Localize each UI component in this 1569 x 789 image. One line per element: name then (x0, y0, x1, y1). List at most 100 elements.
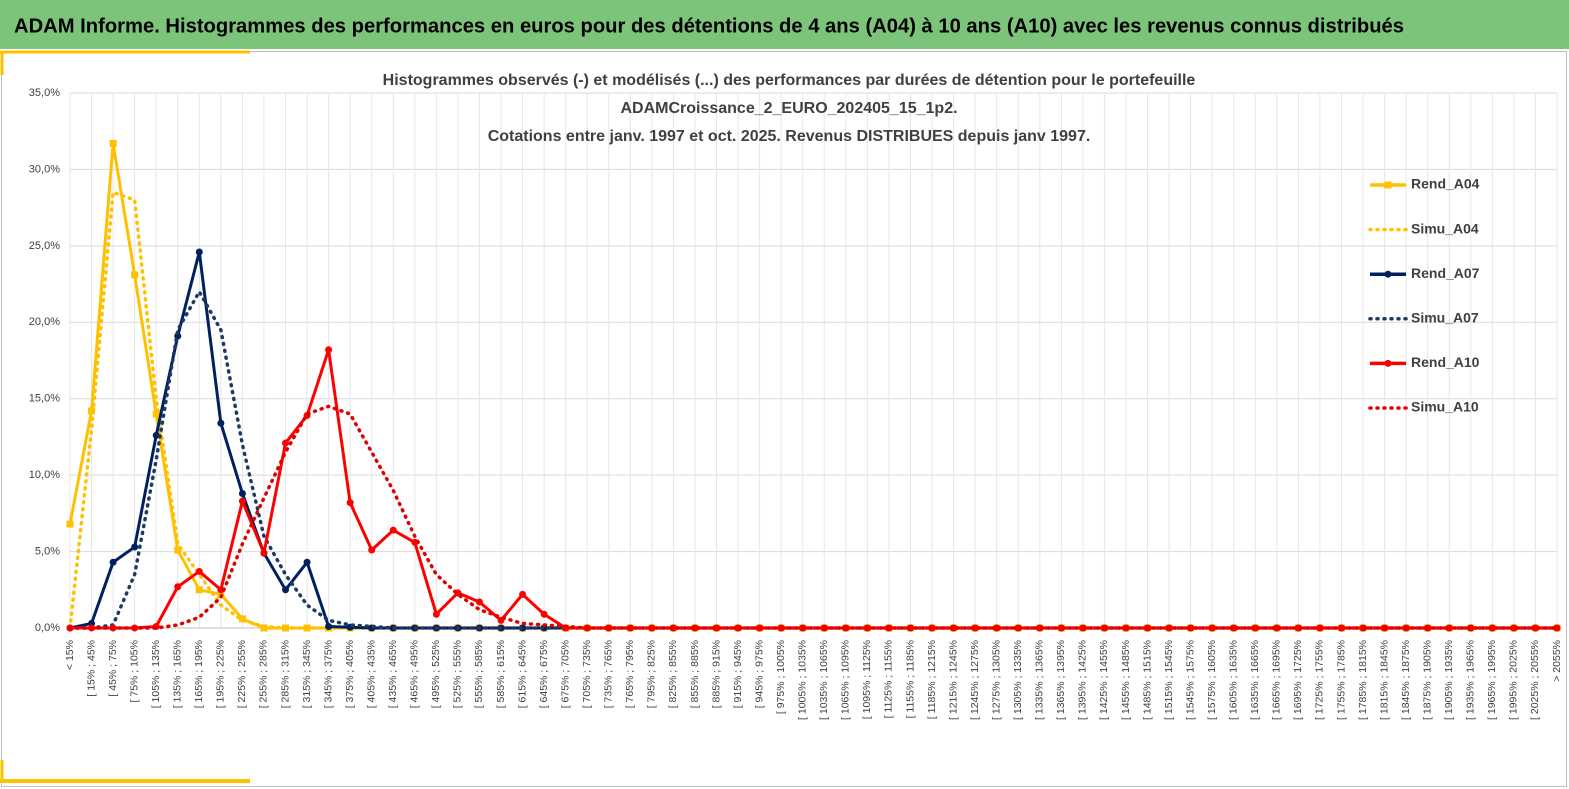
point (1488, 624, 1496, 632)
x-tick-label: [ 2025% ; 2055% (1529, 640, 1541, 720)
x-tick-label: [ 975% ; 1005% (775, 640, 787, 714)
point (519, 590, 527, 598)
series-line (68, 404, 1559, 630)
legend-marker (1384, 359, 1392, 367)
chart-title: ADAMCroissance_2_EURO_202405_15_1p2. (620, 100, 957, 117)
x-tick-label: [ 1965% ; 1995% (1486, 640, 1498, 720)
point (432, 610, 440, 618)
point (195, 567, 203, 575)
x-tick-label: [ 1335% ; 1365% (1034, 640, 1046, 720)
y-tick-label: 0,0% (35, 622, 60, 634)
header-title: ADAM Informe. Histogrammes des performan… (14, 15, 1404, 37)
x-tick-label: [ 315% ; 345% (301, 640, 313, 708)
point (217, 419, 225, 427)
y-tick-label: 5,0% (35, 545, 60, 557)
x-tick-label: [ 105% ; 135% (150, 640, 162, 708)
x-tick-label: [ 795% ; 825% (646, 640, 658, 708)
y-tick-label: 10,0% (29, 469, 60, 481)
point (260, 549, 268, 557)
x-tick-label: [ 945% ; 975% (753, 640, 765, 708)
x-tick-label: > 2055% (1551, 640, 1563, 682)
x-tick-label: [ 1695% ; 1725% (1292, 640, 1304, 720)
x-tick-label: [ 1245% ; 1275% (969, 640, 981, 720)
x-tick-label: [ 1095% ; 1125% (861, 640, 873, 719)
point (950, 624, 958, 632)
point (238, 489, 246, 497)
x-tick-label: [ 405% ; 435% (365, 640, 377, 708)
point (195, 248, 203, 256)
x-tick-label: [ 1155% ; 1185% (904, 640, 916, 718)
series-line (68, 190, 1559, 630)
x-tick-label: [ 75% ; 105% (128, 640, 140, 702)
legend-label: Rend_A07 (1411, 265, 1480, 281)
x-tick-label: [ 1815% ; 1845% (1378, 640, 1390, 720)
x-tick-label: [ 1425% ; 1455% (1098, 640, 1110, 720)
point (238, 497, 246, 505)
plot (66, 139, 1561, 632)
series-line (68, 141, 1557, 630)
x-tick-label: [ 825% ; 855% (667, 640, 679, 708)
point (1014, 624, 1022, 632)
point (109, 558, 117, 566)
x-tick-label: [ 1275% ; 1305% (990, 640, 1002, 720)
labels: Histogrammes observés (-) et modélisés (… (29, 72, 1563, 720)
x-tick-label: [ 1995% ; 2025% (1508, 640, 1520, 720)
y-tick-label: 30,0% (29, 163, 60, 175)
x-tick-label: [ 1875% ; 1905% (1421, 640, 1433, 720)
x-tick-label: [ 1305% ; 1335% (1012, 640, 1024, 720)
legend-marker (1384, 181, 1392, 189)
chart-frame (1, 51, 1567, 787)
chart-title: Cotations entre janv. 1997 et oct. 2025.… (488, 128, 1091, 145)
x-tick-label: [ 195% ; 225% (215, 640, 227, 708)
x-tick-label: [ 1005% ; 1035% (797, 640, 809, 720)
chart-title: Histogrammes observés (-) et modélisés (… (383, 72, 1196, 89)
point (238, 615, 246, 623)
x-tick-label: [ 1035% ; 1065% (818, 640, 830, 720)
x-tick-label: [ 1575% ; 1605% (1206, 640, 1218, 720)
x-tick-label: [ 1515% ; 1545% (1163, 640, 1175, 720)
x-tick-label: [ 495% ; 525% (430, 640, 442, 708)
x-tick-label: [ 1365% ; 1395% (1055, 640, 1067, 720)
x-tick-label: [ 735% ; 765% (603, 640, 615, 708)
x-tick-label: [ 675% ; 705% (559, 640, 571, 708)
x-tick-label: [ 855% ; 885% (689, 640, 701, 708)
x-tick-label: [ 255% ; 285% (258, 640, 270, 708)
legend-label: Rend_A10 (1411, 354, 1480, 370)
x-tick-label: [ 1605% ; 1635% (1228, 640, 1240, 720)
point (325, 346, 333, 354)
point (1251, 624, 1259, 632)
point (1531, 624, 1539, 632)
x-tick-label: [ 705% ; 735% (581, 640, 593, 708)
point (669, 624, 677, 632)
x-tick-label: [ 1395% ; 1425% (1077, 640, 1089, 720)
point (1230, 624, 1238, 632)
point (1273, 624, 1281, 632)
point (282, 586, 290, 594)
point (475, 598, 483, 606)
point (131, 271, 139, 279)
y-tick-label: 35,0% (29, 87, 60, 99)
x-tick-label: [ 1485% ; 1515% (1141, 640, 1153, 720)
legend-label: Simu_A07 (1411, 310, 1479, 326)
y-tick-label: 15,0% (29, 393, 60, 405)
x-tick-label: [ 375% ; 405% (344, 640, 356, 708)
point (152, 410, 160, 418)
point (303, 558, 311, 566)
x-tick-label: [ 1725% ; 1755% (1314, 640, 1326, 720)
x-tick-label: [ 1905% ; 1935% (1443, 640, 1455, 720)
legend-label: Simu_A10 (1411, 399, 1479, 415)
x-tick-label: [ 1185% ; 1215% (926, 640, 938, 719)
x-tick-label: [ 225% ; 255% (236, 640, 248, 708)
point (131, 543, 139, 551)
point (713, 624, 721, 632)
x-tick-label: [ 435% ; 465% (387, 640, 399, 708)
x-tick-label: [ 465% ; 495% (409, 640, 421, 708)
point (217, 586, 225, 594)
point (1510, 624, 1518, 632)
y-tick-label: 20,0% (29, 316, 60, 328)
x-tick-label: [ 1755% ; 1785% (1335, 640, 1347, 720)
x-tick-label: [ 525% ; 555% (452, 640, 464, 708)
series-line (69, 250, 1557, 630)
